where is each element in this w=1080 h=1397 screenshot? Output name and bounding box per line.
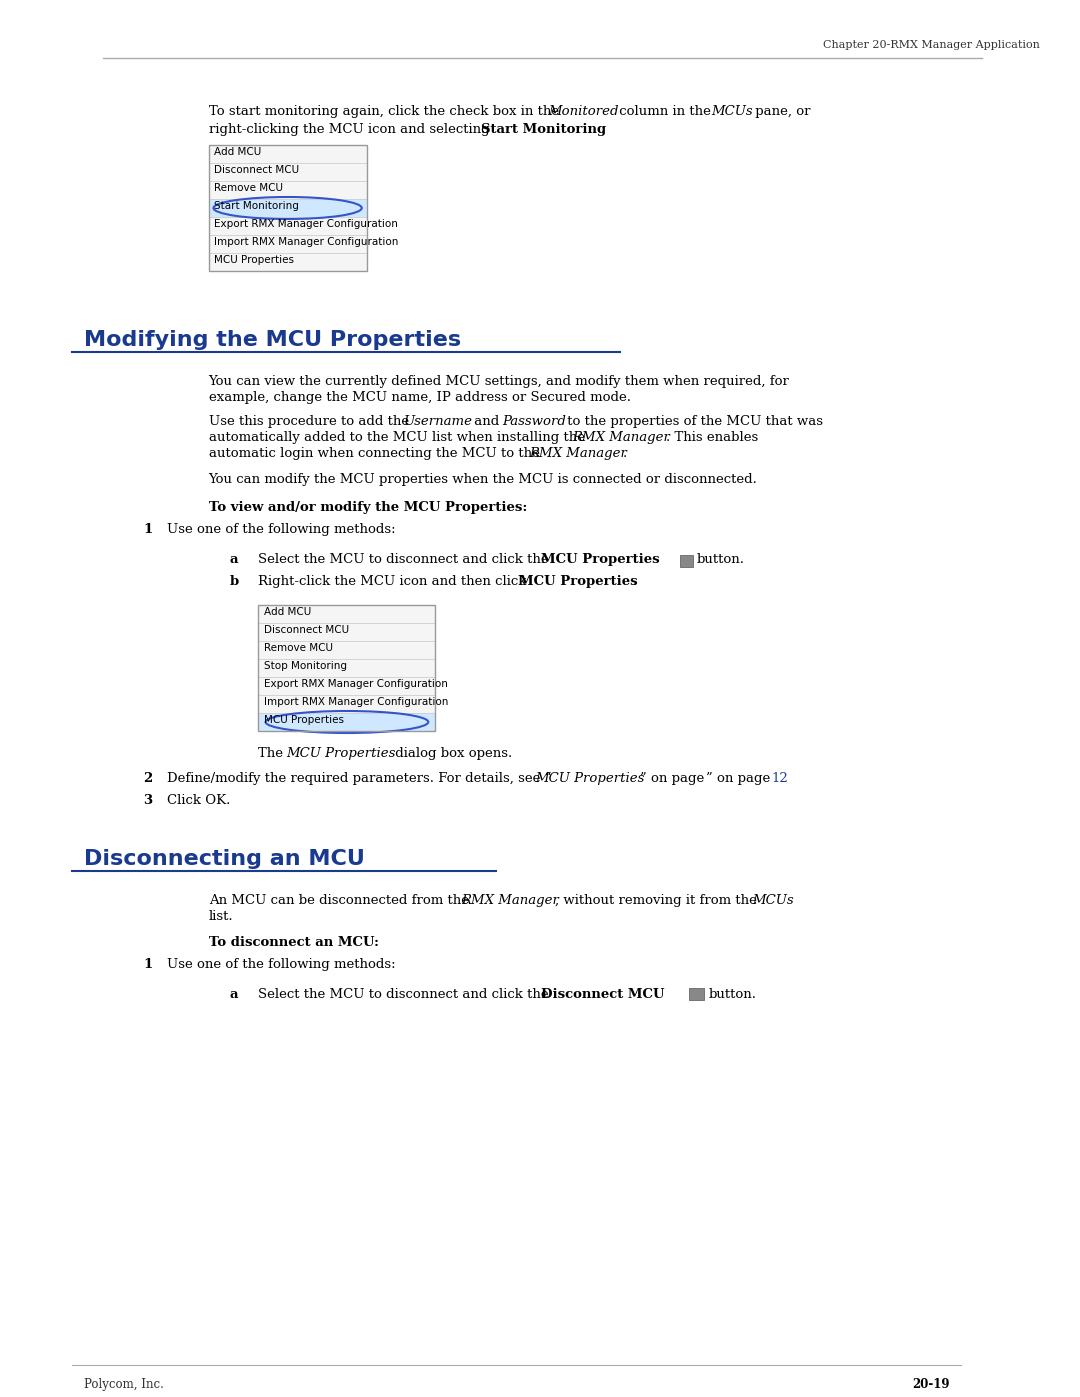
Text: Define/modify the required parameters. For details, see “: Define/modify the required parameters. F…: [167, 773, 552, 785]
Text: Disconnect MCU: Disconnect MCU: [215, 165, 299, 175]
FancyBboxPatch shape: [258, 678, 435, 694]
FancyBboxPatch shape: [208, 253, 366, 271]
Text: Monitored: Monitored: [548, 105, 618, 117]
Text: example, change the MCU name, IP address or Secured mode.: example, change the MCU name, IP address…: [208, 391, 631, 404]
Text: right-clicking the MCU icon and selecting: right-clicking the MCU icon and selectin…: [208, 123, 494, 136]
Text: Modifying the MCU Properties: Modifying the MCU Properties: [84, 330, 461, 351]
Text: MCUs: MCUs: [711, 105, 753, 117]
Text: 12: 12: [771, 773, 788, 785]
Text: An MCU can be disconnected from the: An MCU can be disconnected from the: [208, 894, 473, 907]
Text: Use one of the following methods:: Use one of the following methods:: [167, 522, 396, 536]
Text: Disconnecting an MCU: Disconnecting an MCU: [84, 849, 365, 869]
Text: Use this procedure to add the: Use this procedure to add the: [208, 415, 413, 427]
FancyBboxPatch shape: [679, 555, 693, 567]
Text: RMX Manager: RMX Manager: [572, 432, 671, 444]
Text: . This enables: . This enables: [666, 432, 758, 444]
Text: and: and: [470, 415, 503, 427]
FancyBboxPatch shape: [208, 163, 366, 182]
Text: Right-click the MCU icon and then click: Right-click the MCU icon and then click: [258, 576, 531, 588]
FancyBboxPatch shape: [208, 235, 366, 253]
Text: The: The: [258, 747, 287, 760]
FancyBboxPatch shape: [258, 659, 435, 678]
FancyBboxPatch shape: [258, 694, 435, 712]
FancyBboxPatch shape: [258, 623, 435, 641]
Text: button.: button.: [708, 988, 756, 1002]
Text: Import RMX Manager Configuration: Import RMX Manager Configuration: [265, 697, 448, 707]
Text: Export RMX Manager Configuration: Export RMX Manager Configuration: [215, 219, 399, 229]
Text: to the properties of the MCU that was: to the properties of the MCU that was: [564, 415, 823, 427]
Text: Disconnect MCU: Disconnect MCU: [265, 624, 349, 636]
FancyBboxPatch shape: [258, 712, 435, 731]
Text: MCU Properties: MCU Properties: [286, 747, 395, 760]
Text: Stop Monitoring: Stop Monitoring: [265, 661, 347, 671]
Text: Disconnect MCU: Disconnect MCU: [541, 988, 664, 1002]
Text: Start Monitoring: Start Monitoring: [482, 123, 606, 136]
FancyBboxPatch shape: [258, 605, 435, 623]
Text: MCU Properties: MCU Properties: [519, 576, 638, 588]
Text: To view and/or modify the MCU Properties:: To view and/or modify the MCU Properties…: [208, 502, 527, 514]
Text: 2: 2: [144, 773, 152, 785]
Text: Add MCU: Add MCU: [215, 147, 261, 156]
Text: ” on page: ” on page: [640, 773, 708, 785]
Text: column in the: column in the: [616, 105, 715, 117]
Text: MCU Properties: MCU Properties: [265, 715, 345, 725]
Text: Use one of the following methods:: Use one of the following methods:: [167, 958, 396, 971]
Text: button.: button.: [697, 553, 745, 566]
Text: automatic login when connecting the MCU to the: automatic login when connecting the MCU …: [208, 447, 543, 460]
FancyBboxPatch shape: [689, 988, 704, 1000]
Text: Select the MCU to disconnect and click the: Select the MCU to disconnect and click t…: [258, 553, 553, 566]
Text: automatically added to the MCU list when installing the: automatically added to the MCU list when…: [208, 432, 589, 444]
Text: Remove MCU: Remove MCU: [215, 183, 283, 193]
Text: b: b: [230, 576, 239, 588]
Text: Polycom, Inc.: Polycom, Inc.: [84, 1377, 164, 1391]
Text: MCU Properties: MCU Properties: [536, 773, 645, 785]
Text: 1: 1: [144, 958, 152, 971]
Text: dialog box opens.: dialog box opens.: [391, 747, 512, 760]
Text: 1: 1: [144, 522, 152, 536]
Text: 20-19: 20-19: [912, 1377, 949, 1391]
FancyBboxPatch shape: [258, 641, 435, 659]
Text: To start monitoring again, click the check box in the: To start monitoring again, click the che…: [208, 105, 563, 117]
Text: Add MCU: Add MCU: [265, 608, 311, 617]
Text: MCU Properties: MCU Properties: [541, 553, 659, 566]
Text: To disconnect an MCU:: To disconnect an MCU:: [208, 936, 379, 949]
Text: Chapter 20-RMX Manager Application: Chapter 20-RMX Manager Application: [823, 41, 1040, 50]
Text: a: a: [230, 553, 239, 566]
Text: Click OK.: Click OK.: [167, 793, 231, 807]
Text: Remove MCU: Remove MCU: [265, 643, 333, 652]
Text: MCU Properties: MCU Properties: [215, 256, 295, 265]
Text: Export RMX Manager Configuration: Export RMX Manager Configuration: [265, 679, 448, 689]
Text: list.: list.: [208, 909, 233, 923]
FancyBboxPatch shape: [208, 198, 366, 217]
FancyBboxPatch shape: [208, 145, 366, 163]
FancyBboxPatch shape: [208, 182, 366, 198]
Text: .: .: [602, 123, 605, 136]
Text: ” on page: ” on page: [705, 773, 774, 785]
Text: Password: Password: [502, 415, 566, 427]
Text: RMX Manager: RMX Manager: [529, 447, 627, 460]
Text: 3: 3: [144, 793, 152, 807]
Text: MCUs: MCUs: [753, 894, 794, 907]
Text: .: .: [633, 576, 637, 588]
Text: Select the MCU to disconnect and click the: Select the MCU to disconnect and click t…: [258, 988, 553, 1002]
Text: You can view the currently defined MCU settings, and modify them when required, : You can view the currently defined MCU s…: [208, 374, 789, 388]
Text: You can modify the MCU properties when the MCU is connected or disconnected.: You can modify the MCU properties when t…: [208, 474, 757, 486]
Text: .: .: [623, 447, 627, 460]
FancyBboxPatch shape: [208, 217, 366, 235]
Text: Import RMX Manager Configuration: Import RMX Manager Configuration: [215, 237, 399, 247]
Text: , without removing it from the: , without removing it from the: [555, 894, 761, 907]
Text: Start Monitoring: Start Monitoring: [215, 201, 299, 211]
Text: RMX Manager: RMX Manager: [461, 894, 559, 907]
Text: pane, or: pane, or: [751, 105, 810, 117]
Text: a: a: [230, 988, 239, 1002]
Text: Username: Username: [404, 415, 473, 427]
